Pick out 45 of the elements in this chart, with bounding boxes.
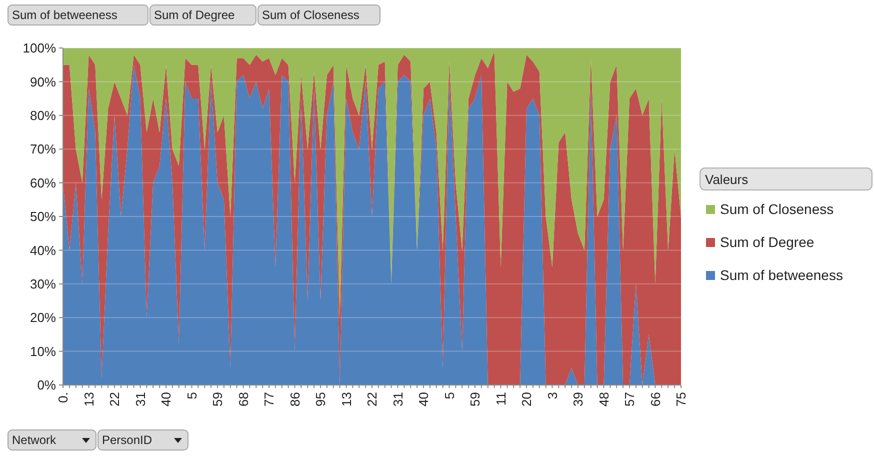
x-tick-label: 3 [544,392,560,400]
y-tick-label: 0% [37,378,56,393]
text: Network [12,433,58,447]
text: PersonID [102,433,152,447]
text: Sum of Closeness [262,8,360,22]
x-tick-label: 77 [262,392,277,406]
x-tick-label: 59 [468,392,483,406]
x-tick-label: 22 [364,392,380,406]
y-tick-label: 100% [22,40,56,56]
y-tick-label: 30% [30,276,56,292]
x-tick-label: 13 [338,392,354,406]
x-tick-label: 31 [132,392,148,406]
x-tick-label: 86 [287,392,302,406]
legend-label: Sum of betweeness [720,267,843,283]
text: Sum of betweeness [12,8,118,22]
x-tick-label: 5 [184,392,200,400]
legend-title: Valeurs [705,172,749,187]
x-tick-label: 68 [236,392,251,406]
x-tick-label: 11 [493,392,508,406]
x-tick-label: 22 [107,392,122,406]
x-tick-label: 57 [622,392,638,406]
x-tick-label: 48 [596,392,612,406]
legend-label: Sum of Degree [720,234,814,250]
y-tick-label: 10% [30,344,56,359]
y-tick-label: 70% [30,142,56,157]
x-tick-label: 95 [313,392,328,406]
legend-label: Sum of Closeness [720,201,834,217]
y-tick-label: 90% [30,74,56,90]
y-tick-label: 50% [30,209,56,224]
x-tick-label: 31 [390,392,406,406]
y-tick-label: 80% [30,108,56,123]
text: Sum of Degree [154,8,236,22]
x-tick-label: 13 [81,392,96,406]
x-tick-label: 40 [416,392,432,406]
x-tick-label: 66 [648,392,663,406]
x-tick-label: 20 [519,392,534,406]
x-tick-label: 5 [442,392,457,400]
x-tick-label: 59 [210,392,226,406]
x-tick-label: 39 [570,392,586,406]
y-tick-label: 60% [30,175,56,190]
x-tick-label: 75 [674,392,689,406]
y-tick-label: 40% [30,242,56,258]
y-tick-label: 20% [30,310,56,326]
x-tick-label: 0. [56,392,71,403]
x-tick-label: 40 [158,392,174,406]
